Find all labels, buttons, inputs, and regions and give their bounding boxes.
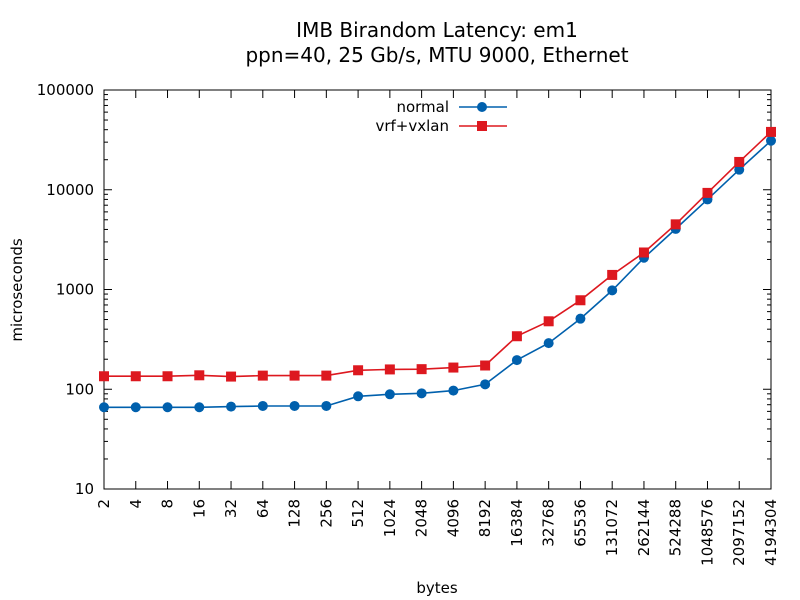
data-point — [511, 331, 522, 342]
data-point — [448, 385, 459, 396]
data-point — [448, 362, 459, 373]
data-point — [511, 355, 522, 366]
x-axis-label: bytes — [416, 579, 458, 597]
data-point — [607, 269, 618, 280]
data-point — [480, 360, 491, 371]
data-point — [353, 391, 364, 402]
data-point — [321, 400, 332, 411]
data-point — [670, 219, 681, 230]
x-tick-label: 2097152 — [730, 499, 748, 566]
chart-subtitle: ppn=40, 25 Gb/s, MTU 9000, Ethernet — [245, 43, 628, 67]
x-tick-label: 32 — [222, 499, 240, 518]
data-point — [194, 402, 205, 413]
data-point — [257, 400, 268, 411]
data-point — [734, 164, 745, 175]
series-line-normal — [104, 140, 772, 409]
y-tick-label: 100 — [65, 380, 94, 398]
data-point — [766, 126, 776, 137]
data-point — [289, 370, 300, 381]
data-point — [99, 402, 109, 413]
data-point — [289, 400, 300, 411]
data-point — [384, 364, 395, 375]
x-axis: 2 4 8 16 32 64 128 256 512 1024 2048 4096 8192 16384 3… — [95, 90, 780, 566]
series-layer — [99, 126, 776, 413]
x-tick-label: 64 — [254, 499, 272, 518]
data-point — [638, 247, 649, 258]
series-line-vrf+vxlan — [104, 131, 772, 378]
data-point — [480, 379, 491, 390]
chart-title: IMB Birandom Latency: em1 — [296, 18, 578, 42]
x-tick-label: 8192 — [476, 499, 494, 537]
data-point — [702, 187, 713, 198]
data-point — [194, 370, 205, 381]
x-tick-label: 512 — [349, 499, 367, 528]
data-point — [130, 371, 141, 382]
data-point — [226, 371, 237, 382]
x-tick-label: 262144 — [635, 499, 653, 556]
x-tick-label: 128 — [286, 499, 304, 528]
data-point — [321, 370, 332, 381]
x-tick-label: 1048576 — [698, 499, 716, 566]
x-tick-label: 524288 — [667, 499, 685, 556]
x-tick-label: 16 — [190, 499, 208, 518]
x-tick-label: 65536 — [571, 499, 589, 547]
legend-marker — [477, 121, 487, 131]
x-tick-label: 1024 — [381, 499, 399, 537]
x-tick-label: 2048 — [413, 499, 431, 537]
y-tick-label: 10 — [75, 480, 94, 498]
data-point — [766, 135, 776, 146]
y-tick-label: 1000 — [56, 281, 94, 299]
x-tick-label: 4 — [127, 499, 145, 509]
y-tick-label: 100000 — [37, 81, 94, 99]
data-point — [543, 316, 554, 327]
data-point — [162, 402, 173, 413]
data-point — [99, 371, 109, 382]
data-point — [226, 401, 237, 412]
x-tick-label: 8 — [159, 499, 177, 509]
data-point — [607, 285, 618, 296]
data-point — [384, 389, 395, 400]
y-axis: 10 100 1000 10000 100000 — [37, 81, 771, 498]
y-tick-label: 10000 — [46, 181, 94, 199]
data-point — [162, 371, 173, 382]
x-tick-label: 256 — [317, 499, 335, 528]
data-point — [416, 388, 427, 399]
data-point — [353, 365, 364, 376]
legend-label: vrf+vxlan — [375, 117, 449, 135]
data-point — [575, 295, 586, 306]
data-point — [734, 156, 745, 167]
data-point — [257, 370, 268, 381]
y-axis-label: microseconds — [8, 238, 26, 342]
x-tick-label: 4194304 — [762, 499, 780, 566]
legend-label: normal — [396, 98, 449, 116]
x-tick-label: 32768 — [540, 499, 558, 547]
x-tick-label: 16384 — [508, 499, 526, 547]
x-tick-label: 131072 — [603, 499, 621, 556]
data-point — [543, 338, 554, 349]
legend-marker — [477, 102, 487, 112]
data-point — [130, 402, 141, 413]
x-tick-label: 2 — [95, 499, 113, 509]
plot-frame — [103, 89, 772, 490]
x-tick-label: 4096 — [444, 499, 462, 537]
data-point — [575, 313, 586, 324]
data-point — [416, 364, 427, 375]
